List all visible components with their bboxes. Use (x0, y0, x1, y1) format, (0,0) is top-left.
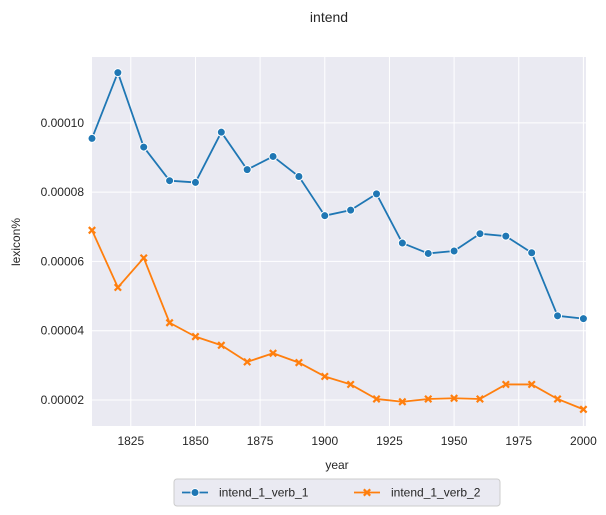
data-point (216, 127, 226, 137)
data-point (320, 211, 330, 221)
data-point (88, 226, 96, 235)
data-point (372, 189, 382, 199)
data-point (450, 394, 459, 403)
x-axis-label: year (325, 458, 348, 472)
data-point (475, 394, 484, 403)
y-tick-label: 0.00008 (41, 185, 85, 199)
series-intend_1_verb_2 (88, 226, 588, 414)
series-line (91, 229, 584, 411)
legend-marker (190, 488, 200, 497)
data-point (423, 248, 433, 258)
series-layer (87, 68, 588, 414)
x-tick-label: 2000 (570, 434, 597, 448)
data-point (87, 133, 97, 143)
data-point (372, 394, 381, 403)
legend-frame (173, 478, 501, 507)
data-point (113, 283, 122, 292)
y-tick-label: 0.00004 (41, 324, 85, 338)
chart-title: intend (310, 9, 348, 25)
data-point (346, 380, 355, 389)
legend-label: intend_1_verb_1 (219, 486, 309, 500)
x-tick-label: 1850 (182, 434, 209, 448)
y-tick-label: 0.00002 (41, 393, 85, 407)
data-point (553, 394, 562, 403)
data-point (190, 177, 200, 187)
data-point (268, 151, 278, 161)
y-tick-label: 0.00006 (41, 254, 85, 268)
data-point (269, 349, 278, 358)
data-point (501, 380, 510, 389)
data-point (424, 394, 433, 403)
data-point (553, 311, 563, 321)
data-point (294, 172, 304, 182)
data-point (527, 380, 536, 389)
data-point (165, 176, 175, 186)
data-point (449, 246, 459, 256)
x-tick-label: 1975 (505, 434, 532, 448)
data-point (397, 238, 407, 248)
series-intend_1_verb_1 (87, 68, 588, 324)
data-point (527, 248, 537, 258)
data-point (165, 318, 174, 327)
data-point (191, 332, 200, 341)
data-point (398, 397, 407, 406)
plot-area (92, 57, 586, 426)
x-tick-label: 1900 (311, 434, 338, 448)
data-point (320, 372, 329, 381)
data-point (501, 231, 511, 241)
legend-item: intend_1_verb_2 (354, 486, 481, 500)
data-point (242, 165, 252, 175)
data-point (294, 358, 303, 367)
y-axis-label: lexicon% (9, 218, 23, 266)
legend-label: intend_1_verb_2 (391, 486, 481, 500)
grid (92, 57, 586, 426)
x-tick-label: 1875 (247, 434, 274, 448)
x-tick-label: 1825 (117, 434, 144, 448)
data-point (217, 341, 226, 350)
data-point (578, 314, 588, 324)
legend-item: intend_1_verb_1 (182, 486, 309, 500)
data-point (139, 253, 148, 262)
data-point (579, 405, 588, 414)
x-tick-label: 1950 (441, 434, 468, 448)
data-point (346, 205, 356, 215)
data-point (113, 68, 123, 78)
x-axis-ticks: 1825 1850 1875 1900 1925 1950 1975 2000 (117, 434, 597, 448)
x-tick-label: 1925 (376, 434, 403, 448)
data-point (139, 142, 149, 152)
y-tick-label: 0.00010 (41, 116, 85, 130)
data-point (243, 357, 252, 366)
legend: intend_1_verb_1 intend_1_verb_2 (173, 478, 501, 507)
data-point (475, 229, 485, 239)
y-axis-ticks: 0.00002 0.00004 0.00006 0.00008 0.00010 (41, 116, 85, 407)
legend-marker (363, 488, 371, 497)
